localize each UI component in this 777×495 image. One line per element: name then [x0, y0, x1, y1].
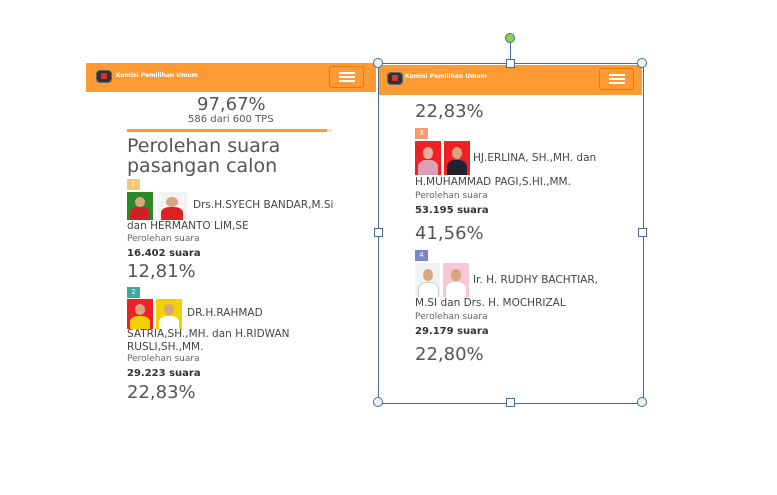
candidate-number-badge: 4: [415, 250, 428, 261]
kpu-logo-icon: [387, 72, 403, 85]
vote-label: Perolehan suara: [127, 354, 200, 364]
candidate-photo: [444, 141, 470, 175]
rotate-handle-stem: [510, 41, 511, 63]
hamburger-menu-button[interactable]: [329, 66, 364, 88]
tps-count: 586 dari 600 TPS: [188, 114, 274, 125]
vote-count: 29.223 suara: [127, 368, 201, 379]
header-bar-left: Komisi Pemilihan Umum: [86, 63, 376, 92]
candidate-name: Ir. H. RUDHY BACHTIAR,: [473, 274, 598, 286]
candidate-percent: 22,83%: [415, 101, 484, 122]
candidate-photo: [415, 263, 440, 297]
candidate-name: H.MUHAMMAD PAGI,S.HI.,MM.: [415, 176, 571, 188]
progress-fill: [127, 129, 328, 132]
brand-name[interactable]: Komisi Pemilihan Umum: [116, 72, 198, 79]
resize-handle-s[interactable]: [506, 398, 515, 407]
vote-label: Perolehan suara: [415, 191, 488, 201]
candidate-name: M.SI dan Drs. H. MOCHRIZAL: [415, 297, 566, 309]
resize-handle-sw[interactable]: [373, 397, 383, 407]
heading-line1: Perolehan suara: [127, 135, 281, 157]
candidate-number-badge: 1: [127, 179, 140, 190]
candidate-name: DR.H.RAHMAD: [187, 307, 263, 319]
vote-count: 53.195 suara: [415, 205, 489, 216]
vote-label: Perolehan suara: [415, 312, 488, 322]
candidate-photo: [127, 299, 153, 329]
vote-count: 16.402 suara: [127, 248, 201, 259]
candidate-percent: 22,83%: [127, 382, 196, 403]
brand-name[interactable]: Komisi Pemilihan Umum: [405, 73, 487, 80]
candidate-number-badge: 2: [127, 287, 140, 298]
section-heading: Perolehan suara pasangan calon: [127, 136, 280, 176]
candidate-number-badge: 3: [415, 128, 428, 139]
candidate-name: dan HERMANTO LIM,SE: [127, 220, 249, 232]
candidate-name: RUSLI,SH.,MM.: [127, 341, 204, 353]
candidate-photo: [415, 141, 441, 175]
candidate-photo: [156, 299, 182, 329]
progress-bar: [127, 129, 332, 132]
candidate-photo: [157, 192, 187, 220]
vote-count: 29.179 suara: [415, 326, 489, 337]
hamburger-menu-button[interactable]: [599, 68, 634, 90]
candidate-percent: 41,56%: [415, 223, 484, 244]
total-percent: 97,67%: [197, 94, 266, 115]
resize-handle-nw[interactable]: [373, 58, 383, 68]
selection-frame[interactable]: [378, 63, 644, 404]
resize-handle-e[interactable]: [638, 228, 647, 237]
resize-handle-n[interactable]: [506, 59, 515, 68]
resize-handle-se[interactable]: [637, 397, 647, 407]
candidate-name: Drs.H.SYECH BANDAR,M.Si: [193, 199, 334, 211]
candidate-percent: 12,81%: [127, 261, 196, 282]
candidate-name: HJ.ERLINA, SH.,MH. dan: [473, 152, 597, 164]
heading-line2: pasangan calon: [127, 155, 278, 177]
kpu-logo-icon: [96, 70, 112, 83]
resize-handle-ne[interactable]: [637, 58, 647, 68]
candidate-name: SATRIA,SH.,MH. dan H.RIDWAN: [127, 328, 290, 340]
rotate-handle[interactable]: [505, 33, 515, 43]
resize-handle-w[interactable]: [374, 228, 383, 237]
candidate-percent: 22,80%: [415, 344, 484, 365]
vote-label: Perolehan suara: [127, 234, 200, 244]
candidate-photo: [443, 263, 469, 297]
candidate-photo: [127, 192, 153, 220]
header-bar-right: Komisi Pemilihan Umum: [379, 65, 642, 95]
